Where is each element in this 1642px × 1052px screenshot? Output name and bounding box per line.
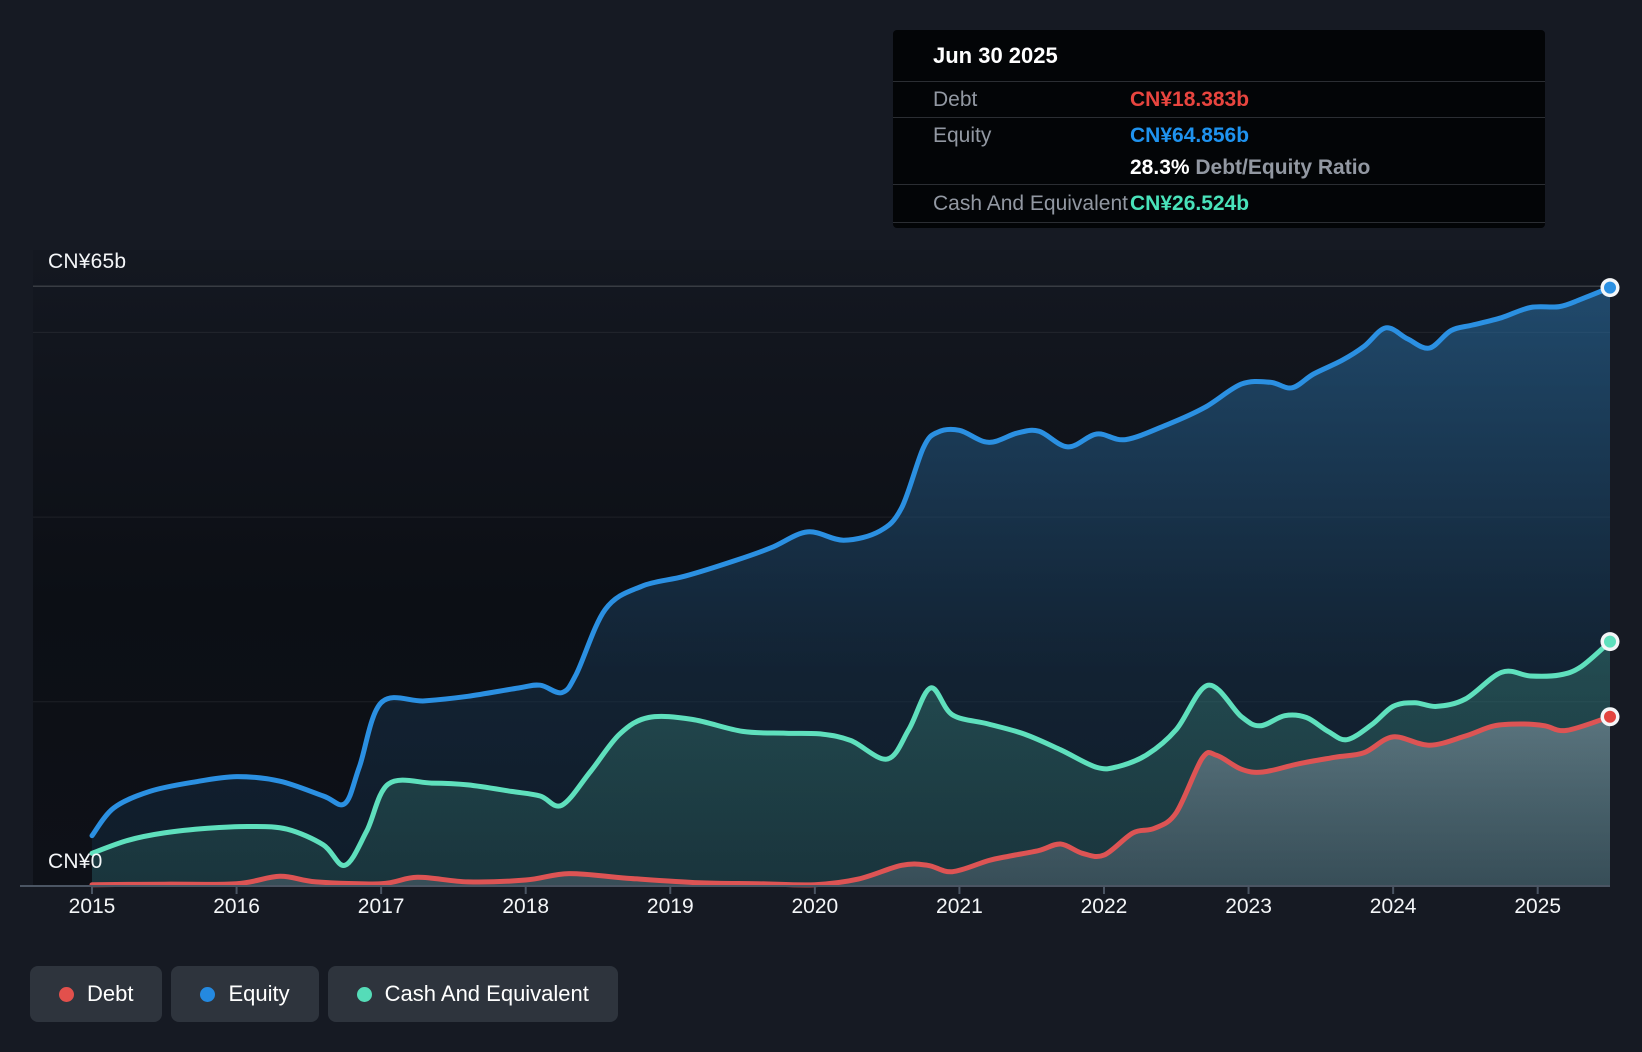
cash-swatch-icon bbox=[356, 986, 372, 1002]
svg-text:2023: 2023 bbox=[1225, 895, 1272, 918]
debt-swatch-icon bbox=[59, 986, 74, 1002]
y-axis-zero-label: CN¥0 bbox=[48, 850, 103, 873]
tooltip-row-equity: Equity CN¥64.856b bbox=[893, 118, 1545, 151]
tooltip-date: Jun 30 2025 bbox=[893, 30, 1545, 82]
tooltip-debt-value: CN¥18.383b bbox=[1130, 87, 1250, 111]
chart-legend: Debt Equity Cash And Equivalent bbox=[30, 966, 618, 1022]
legend-item-debt[interactable]: Debt bbox=[30, 966, 163, 1022]
legend-debt-label: Debt bbox=[87, 981, 134, 1006]
legend-item-equity[interactable]: Equity bbox=[171, 966, 319, 1022]
tooltip-row-cash: Cash And Equivalent CN¥26.524b bbox=[893, 185, 1545, 223]
legend-item-cash[interactable]: Cash And Equivalent bbox=[327, 966, 618, 1022]
series-lines bbox=[89, 285, 1613, 888]
tooltip-cash-value: CN¥26.524b bbox=[1130, 191, 1250, 215]
legend-equity-label: Equity bbox=[228, 981, 290, 1006]
tooltip-ratio-value: 28.3% bbox=[1130, 155, 1190, 179]
svg-text:2019: 2019 bbox=[647, 895, 694, 918]
x-axis-year-labels: 2015 2016 2017 2018 2019 2020 2021 2022 2023 2024… bbox=[69, 895, 1561, 918]
svg-text:2020: 2020 bbox=[791, 895, 838, 918]
x-axis bbox=[20, 885, 1610, 894]
tooltip-row-ratio: 28.3% Debt/Equity Ratio bbox=[893, 151, 1545, 185]
series-areas bbox=[92, 287, 1610, 887]
svg-text:2015: 2015 bbox=[69, 895, 116, 918]
svg-text:2016: 2016 bbox=[213, 895, 260, 918]
equity-swatch-icon bbox=[200, 986, 216, 1002]
svg-text:2018: 2018 bbox=[502, 895, 549, 918]
tooltip-row-debt: Debt CN¥18.383b bbox=[893, 82, 1545, 118]
chart-tooltip: Jun 30 2025 Debt CN¥18.383b Equity CN¥64… bbox=[893, 30, 1545, 228]
tooltip-debt-label: Debt bbox=[933, 87, 978, 111]
tooltip-equity-value: CN¥64.856b bbox=[1130, 123, 1250, 147]
y-axis-max-label: CN¥65b bbox=[48, 250, 127, 273]
svg-text:2021: 2021 bbox=[936, 895, 983, 918]
latest-value-markers bbox=[1600, 278, 1620, 727]
tooltip-cash-label: Cash And Equivalent bbox=[933, 191, 1128, 215]
svg-text:2024: 2024 bbox=[1370, 895, 1417, 918]
svg-text:2025: 2025 bbox=[1514, 895, 1561, 918]
tooltip-equity-label: Equity bbox=[933, 123, 992, 147]
legend-cash-label: Cash And Equivalent bbox=[384, 981, 589, 1006]
svg-text:2022: 2022 bbox=[1081, 895, 1128, 918]
tooltip-ratio: 28.3% Debt/Equity Ratio bbox=[1130, 156, 1505, 180]
tooltip-ratio-label: Debt/Equity Ratio bbox=[1189, 155, 1371, 179]
svg-text:2017: 2017 bbox=[358, 895, 405, 918]
